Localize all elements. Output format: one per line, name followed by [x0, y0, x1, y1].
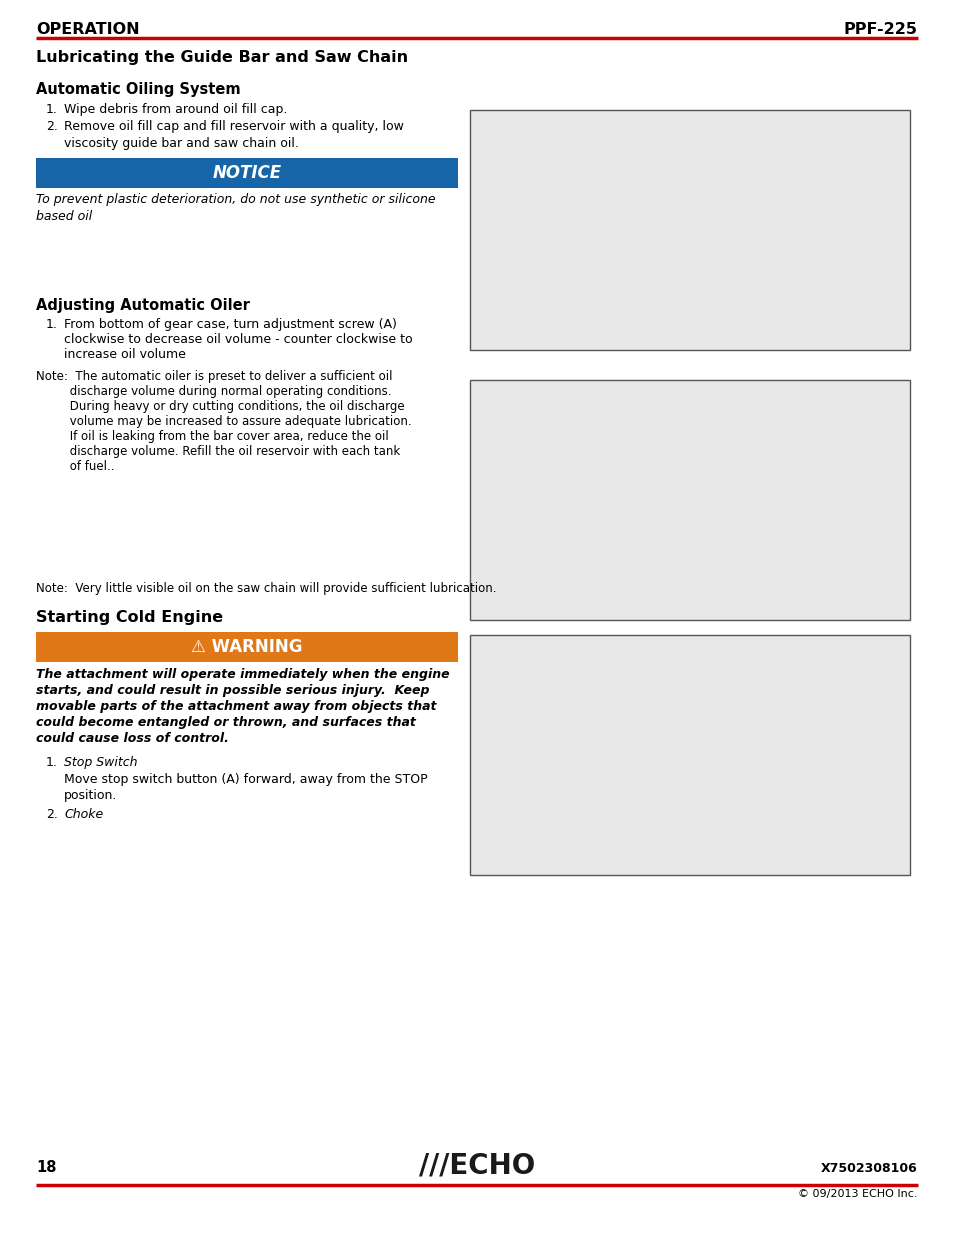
Text: Choke: Choke: [64, 808, 103, 821]
Bar: [470, 110, 909, 350]
Text: 18: 18: [36, 1160, 56, 1174]
Text: Remove oil fill cap and fill reservoir with a quality, low: Remove oil fill cap and fill reservoir w…: [64, 120, 403, 133]
Text: Starting Cold Engine: Starting Cold Engine: [36, 610, 223, 625]
Text: PPF-225: PPF-225: [843, 22, 917, 37]
Text: To prevent plastic deterioration, do not use synthetic or silicone: To prevent plastic deterioration, do not…: [36, 193, 436, 206]
Text: increase oil volume: increase oil volume: [64, 348, 186, 361]
Text: Note:  The automatic oiler is preset to deliver a sufficient oil: Note: The automatic oiler is preset to d…: [36, 370, 392, 383]
Text: discharge volume. Refill the oil reservoir with each tank: discharge volume. Refill the oil reservo…: [36, 445, 400, 458]
Bar: [36, 632, 457, 662]
Text: starts, and could result in possible serious injury.  Keep: starts, and could result in possible ser…: [36, 684, 429, 697]
Text: clockwise to decrease oil volume - counter clockwise to: clockwise to decrease oil volume - count…: [64, 333, 413, 346]
Text: The attachment will operate immediately when the engine: The attachment will operate immediately …: [36, 668, 449, 680]
Text: During heavy or dry cutting conditions, the oil discharge: During heavy or dry cutting conditions, …: [36, 400, 404, 412]
Text: Adjusting Automatic Oiler: Adjusting Automatic Oiler: [36, 298, 250, 312]
Text: Note:  Very little visible oil on the saw chain will provide sufficient lubricat: Note: Very little visible oil on the saw…: [36, 582, 496, 595]
Bar: [36, 158, 457, 188]
Text: Lubricating the Guide Bar and Saw Chain: Lubricating the Guide Bar and Saw Chain: [36, 49, 408, 65]
Text: ///ECHO: ///ECHO: [418, 1151, 535, 1179]
Text: movable parts of the attachment away from objects that: movable parts of the attachment away fro…: [36, 700, 436, 713]
Text: Automatic Oiling System: Automatic Oiling System: [36, 82, 240, 98]
Text: 1.: 1.: [46, 756, 58, 769]
Text: 2.: 2.: [46, 120, 58, 133]
Text: Wipe debris from around oil fill cap.: Wipe debris from around oil fill cap.: [64, 103, 287, 116]
Bar: [470, 635, 909, 876]
Bar: [470, 380, 909, 620]
Text: volume may be increased to assure adequate lubrication.: volume may be increased to assure adequa…: [36, 415, 411, 429]
Text: position.: position.: [64, 789, 117, 802]
Text: OPERATION: OPERATION: [36, 22, 139, 37]
Text: © 09/2013 ECHO Inc.: © 09/2013 ECHO Inc.: [798, 1189, 917, 1199]
Text: If oil is leaking from the bar cover area, reduce the oil: If oil is leaking from the bar cover are…: [36, 430, 388, 443]
Text: could become entangled or thrown, and surfaces that: could become entangled or thrown, and su…: [36, 716, 416, 729]
Text: discharge volume during normal operating conditions.: discharge volume during normal operating…: [36, 385, 391, 398]
Text: based oil: based oil: [36, 210, 92, 224]
Text: Stop Switch: Stop Switch: [64, 756, 137, 769]
Text: X7502308106: X7502308106: [821, 1162, 917, 1174]
Text: could cause loss of control.: could cause loss of control.: [36, 732, 229, 745]
Text: 1.: 1.: [46, 103, 58, 116]
Text: 2.: 2.: [46, 808, 58, 821]
Text: ⚠ WARNING: ⚠ WARNING: [191, 638, 302, 656]
Text: of fuel..: of fuel..: [36, 459, 114, 473]
Text: From bottom of gear case, turn adjustment screw (A): From bottom of gear case, turn adjustmen…: [64, 317, 396, 331]
Text: Move stop switch button (A) forward, away from the STOP: Move stop switch button (A) forward, awa…: [64, 773, 427, 785]
Text: NOTICE: NOTICE: [213, 164, 281, 182]
Text: viscosity guide bar and saw chain oil.: viscosity guide bar and saw chain oil.: [64, 137, 298, 149]
Text: 1.: 1.: [46, 317, 58, 331]
